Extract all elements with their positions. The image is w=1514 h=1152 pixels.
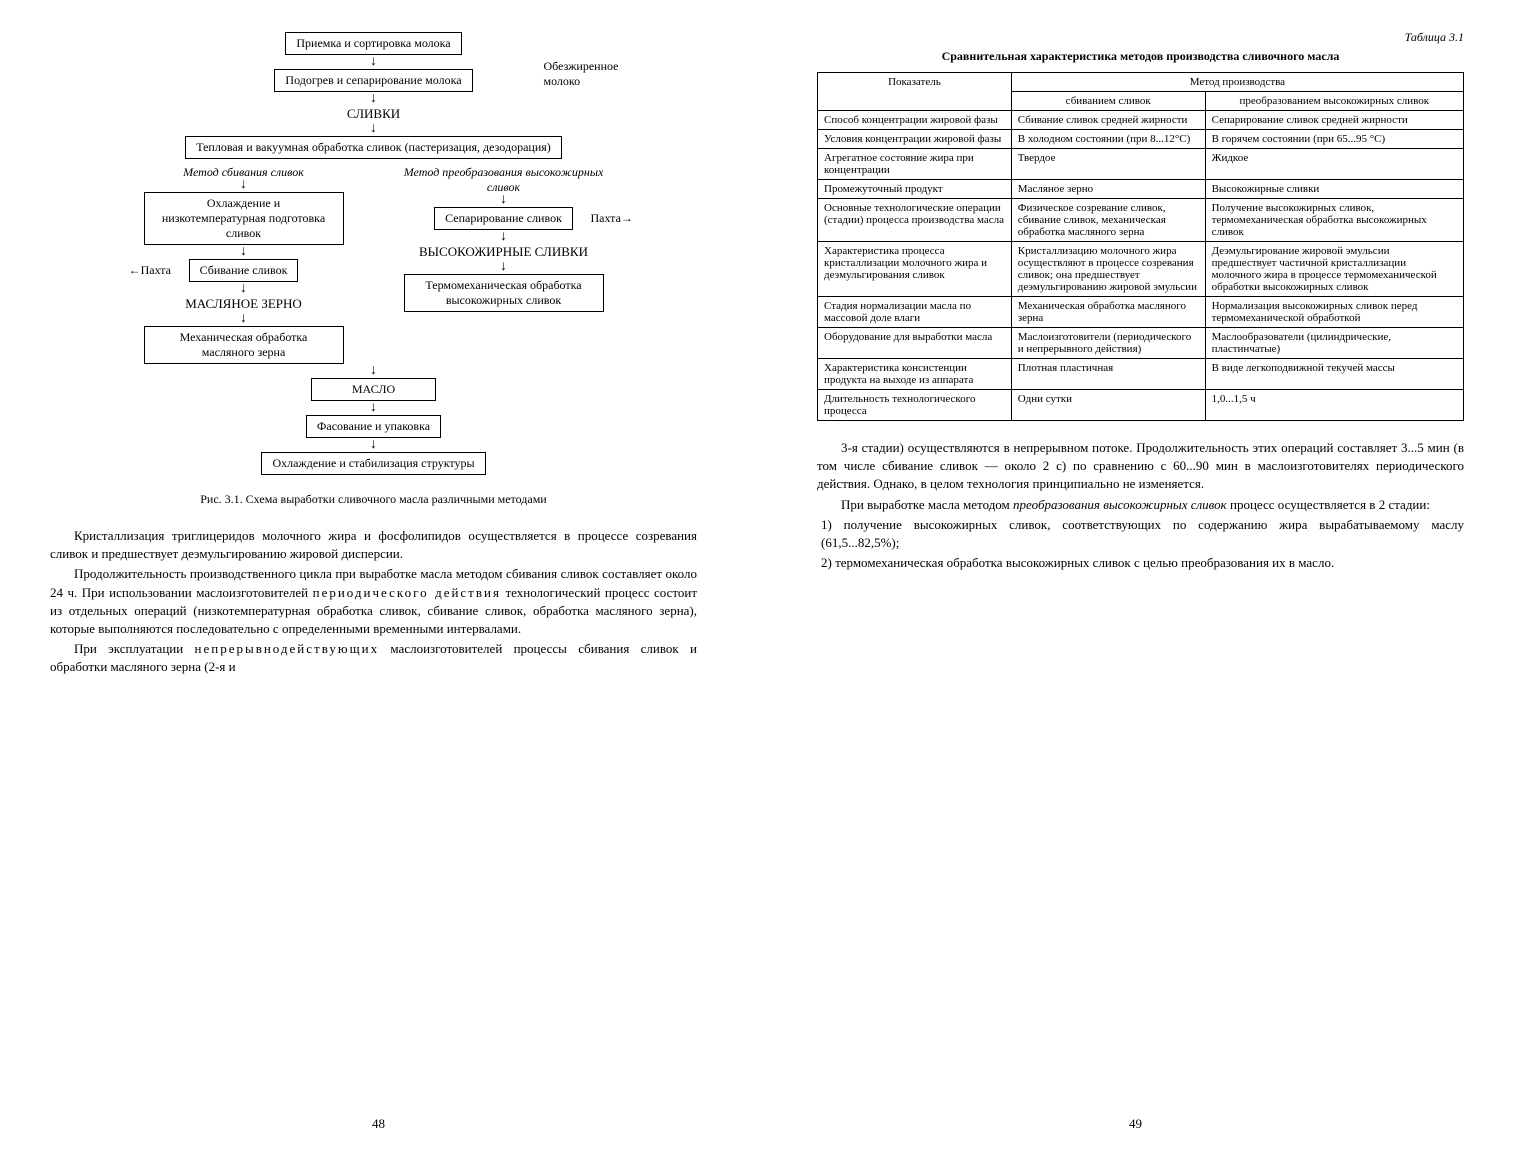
figure-caption: Рис. 3.1. Схема выработки сливочного мас…: [114, 492, 634, 507]
table-cell: В горячем состоянии (при 65...95 °С): [1205, 130, 1463, 149]
body-paragraph: Продолжительность производственного цикл…: [50, 565, 697, 638]
table-cell: Способ концентрации жировой фазы: [818, 111, 1012, 130]
page-number: 49: [1129, 1116, 1142, 1132]
diagram-label: ВЫСОКОЖИРНЫЕ СЛИВКИ: [419, 244, 588, 260]
table-header: Показатель: [818, 73, 1012, 111]
table-cell: Основные технологические операции (стади…: [818, 199, 1012, 242]
arrow-down-icon: ↓: [114, 94, 634, 104]
table-cell: Получение высокожирных сливок, термомеха…: [1205, 199, 1463, 242]
table-row: Основные технологические операции (стади…: [818, 199, 1464, 242]
table-title: Сравнительная характеристика методов про…: [817, 49, 1464, 64]
comparison-table: Показатель Метод производства сбиванием …: [817, 72, 1464, 421]
body-paragraph: При эксплуатации непрерывнодействующих м…: [50, 640, 697, 676]
table-row: Способ концентрации жировой фазыСбивание…: [818, 111, 1464, 130]
table-cell: Агрегатное состояние жира при концентрац…: [818, 149, 1012, 180]
arrow-down-icon: ↓: [114, 124, 634, 134]
table-label: Таблица 3.1: [817, 30, 1464, 45]
table-cell: Кристаллизацию молочного жира осуществля…: [1011, 242, 1205, 297]
list-item: 2) термомеханическая обработка высокожир…: [817, 554, 1464, 572]
arrow-down-icon: ↓: [240, 314, 247, 324]
arrow-down-icon: ↓: [114, 366, 634, 376]
table-cell: Деэмульгирование жировой эмульсии предше…: [1205, 242, 1463, 297]
arrow-down-icon: ↓: [500, 232, 507, 242]
diagram-box: Охлаждение и низкотемпературная подготов…: [144, 192, 344, 245]
diagram-box: Охлаждение и стабилизация структуры: [261, 452, 485, 475]
table-cell: Промежуточный продукт: [818, 180, 1012, 199]
table-cell: Масляное зерно: [1011, 180, 1205, 199]
diagram-box: Термомеханическая обработка высокожирных…: [404, 274, 604, 312]
arrow-down-icon: ↓: [240, 284, 247, 294]
table-header: сбиванием сливок: [1011, 92, 1205, 111]
table-cell: Характеристика процесса кристаллизации м…: [818, 242, 1012, 297]
diagram-label: СЛИВКИ: [114, 106, 634, 122]
table-cell: В холодном состоянии (при 8...12°С): [1011, 130, 1205, 149]
table-row: Характеристика консистенции продукта на …: [818, 359, 1464, 390]
table-header: преобразованием высокожирных сливок: [1205, 92, 1463, 111]
table-cell: Твердое: [1011, 149, 1205, 180]
table-cell: Стадия нормализации масла по массовой до…: [818, 297, 1012, 328]
arrow-down-icon: ↓: [114, 440, 634, 450]
table-cell: Плотная пластичная: [1011, 359, 1205, 390]
table-cell: Одни сутки: [1011, 390, 1205, 421]
diagram-side-label: Обезжиренное молоко: [544, 59, 644, 89]
table-cell: Сепарирование сливок средней жирности: [1205, 111, 1463, 130]
arrow-down-icon: ↓: [500, 195, 507, 205]
table-row: Оборудование для выработки маслаМаслоизг…: [818, 328, 1464, 359]
diagram-box: Сепарирование сливок: [434, 207, 573, 230]
diagram-box: Подогрев и сепарирование молока: [274, 69, 472, 92]
diagram-box: МАСЛО: [311, 378, 436, 401]
table-cell: Высокожирные сливки: [1205, 180, 1463, 199]
table-row: Характеристика процесса кристаллизации м…: [818, 242, 1464, 297]
table-cell: В виде легкоподвижной текучей массы: [1205, 359, 1463, 390]
table-row: Условия концентрации жировой фазыВ холод…: [818, 130, 1464, 149]
table-row: Промежуточный продуктМасляное зерноВысок…: [818, 180, 1464, 199]
table-cell: Сбивание сливок средней жирности: [1011, 111, 1205, 130]
diagram-method-label: Метод преобразования высокожирных сливок: [404, 165, 604, 195]
diagram-box: Сбивание сливок: [189, 259, 299, 282]
table-cell: Нормализация высокожирных сливок перед т…: [1205, 297, 1463, 328]
table-cell: Физическое созревание сливок, сбивание с…: [1011, 199, 1205, 242]
arrow-down-icon: ↓: [114, 403, 634, 413]
table-cell: Характеристика консистенции продукта на …: [818, 359, 1012, 390]
diagram-side-label: ←Пахта: [129, 263, 171, 278]
left-page: Приемка и сортировка молока ↓ Подогрев и…: [0, 0, 757, 1152]
body-paragraph: При выработке масла методом преобразован…: [817, 496, 1464, 514]
table-header: Метод производства: [1011, 73, 1463, 92]
table-cell: 1,0...1,5 ч: [1205, 390, 1463, 421]
diagram-box: Приемка и сортировка молока: [285, 32, 461, 55]
diagram-label: МАСЛЯНОЕ ЗЕРНО: [185, 296, 302, 312]
body-paragraph: Кристаллизация триглицеридов молочного ж…: [50, 527, 697, 563]
right-page: Таблица 3.1 Сравнительная характеристика…: [757, 0, 1514, 1152]
table-cell: Оборудование для выработки масла: [818, 328, 1012, 359]
diagram-side-label: Пахта→: [590, 211, 632, 226]
diagram-box: Фасование и упаковка: [306, 415, 441, 438]
diagram-box: Тепловая и вакуумная обработка сливок (п…: [185, 136, 562, 159]
arrow-down-icon: ↓: [240, 247, 247, 257]
flowchart-diagram: Приемка и сортировка молока ↓ Подогрев и…: [114, 30, 634, 507]
table-cell: Условия концентрации жировой фазы: [818, 130, 1012, 149]
table-cell: Жидкое: [1205, 149, 1463, 180]
table-row: Агрегатное состояние жира при концентрац…: [818, 149, 1464, 180]
table-cell: Маслообразователи (цилиндрические, пласт…: [1205, 328, 1463, 359]
arrow-down-icon: ↓: [240, 180, 247, 190]
table-row: Длительность технологического процессаОд…: [818, 390, 1464, 421]
arrow-down-icon: ↓: [500, 262, 507, 272]
list-item: 1) получение высокожирных сливок, соотве…: [817, 516, 1464, 552]
body-paragraph: 3-я стадии) осуществляются в непрерывном…: [817, 439, 1464, 494]
table-row: Стадия нормализации масла по массовой до…: [818, 297, 1464, 328]
table-cell: Маслоизготовители (периодического и непр…: [1011, 328, 1205, 359]
table-cell: Механическая обработка масляного зерна: [1011, 297, 1205, 328]
table-cell: Длительность технологического процесса: [818, 390, 1012, 421]
diagram-box: Механическая обработка масляного зерна: [144, 326, 344, 364]
page-number: 48: [372, 1116, 385, 1132]
